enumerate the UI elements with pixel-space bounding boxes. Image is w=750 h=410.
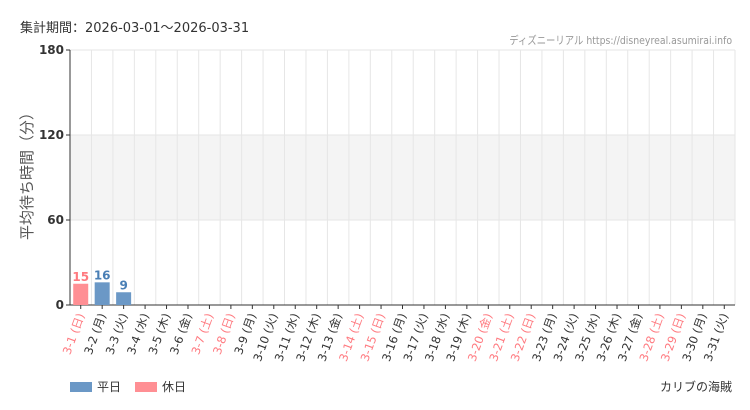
legend-weekday-label: 平日	[97, 380, 122, 394]
attraction-name: カリブの海賊	[659, 380, 732, 394]
weekday-swatch	[70, 381, 92, 392]
y-tick-label: 180	[39, 43, 64, 57]
bar	[94, 282, 110, 305]
y-tick-label: 60	[47, 213, 64, 227]
credit-label: ディズニーリアル https://disneyreal.asumirai.inf…	[509, 34, 732, 47]
legend-holiday[interactable]: 休日	[135, 378, 186, 395]
data-label: 9	[119, 278, 127, 292]
holiday-swatch	[135, 381, 158, 392]
y-tick-label: 0	[56, 298, 64, 312]
period-label: 集計期間：2026-03-01〜2026-03-31	[20, 21, 250, 36]
data-label: 16	[94, 268, 111, 282]
bar	[73, 283, 89, 305]
legend-holiday-label: 休日	[162, 380, 187, 394]
bar	[116, 292, 132, 305]
legend-weekday[interactable]: 平日	[70, 378, 121, 395]
grid-band	[70, 135, 735, 220]
legend: 平日 休日	[70, 378, 186, 395]
data-label: 15	[72, 270, 89, 284]
y-tick-label: 120	[39, 128, 64, 142]
